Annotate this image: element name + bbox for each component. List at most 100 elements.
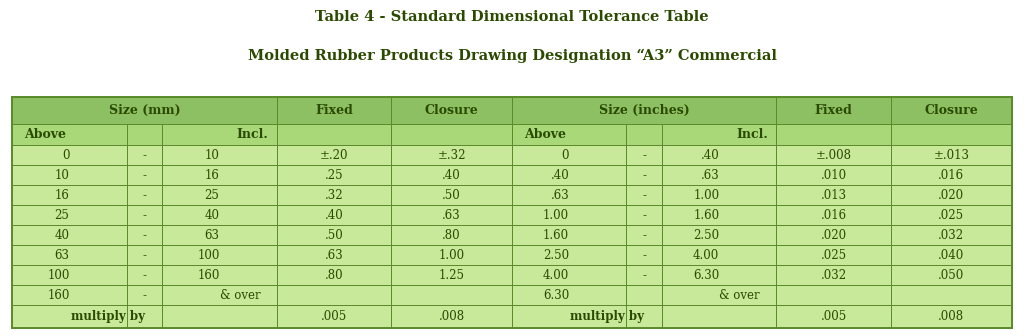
Text: ±.013: ±.013 [933,149,970,162]
Text: ±.008: ±.008 [816,149,852,162]
Bar [12,305,276,328]
Bar [891,225,1012,245]
Bar [512,145,627,165]
Bar [891,97,1012,124]
Bar [276,245,391,265]
Bar [127,225,163,245]
Bar [163,205,276,225]
Bar [627,265,663,285]
Text: 0: 0 [62,149,70,162]
Bar [276,265,391,285]
Bar [391,285,512,305]
Text: .020: .020 [820,229,847,242]
Bar [12,285,127,305]
Text: 16: 16 [205,169,219,182]
Text: .008: .008 [438,310,465,323]
Text: 0: 0 [562,149,569,162]
Bar [891,124,1012,145]
Text: .032: .032 [938,229,965,242]
Text: -: - [642,249,646,262]
Text: .050: .050 [938,269,965,282]
Text: 6.30: 6.30 [543,289,569,302]
Text: .025: .025 [820,249,847,262]
Text: .020: .020 [938,189,965,202]
Text: 25: 25 [205,189,219,202]
Text: -: - [142,209,146,222]
Text: Table 4 - Standard Dimensional Tolerance Table: Table 4 - Standard Dimensional Tolerance… [315,10,709,24]
Bar [12,165,127,185]
Bar [391,97,512,124]
Text: .63: .63 [551,189,569,202]
Text: .016: .016 [938,169,965,182]
Bar [776,97,891,124]
Bar [776,165,891,185]
Bar [891,145,1012,165]
Bar [627,285,663,305]
Bar [163,265,276,285]
Bar [512,225,627,245]
Bar [276,124,391,145]
Bar [663,205,776,225]
Text: .010: .010 [820,169,847,182]
Bar [776,225,891,245]
Text: Incl.: Incl. [237,128,268,141]
Bar [627,165,663,185]
Text: .80: .80 [442,229,461,242]
Bar [391,245,512,265]
Text: 6.30: 6.30 [693,269,719,282]
Bar [512,245,627,265]
Bar [512,205,627,225]
Bar [127,285,163,305]
Bar [276,185,391,205]
Bar [663,245,776,265]
Text: .025: .025 [938,209,965,222]
Text: .25: .25 [325,169,343,182]
Bar [12,145,127,165]
Text: .32: .32 [325,189,343,202]
Text: .013: .013 [820,189,847,202]
Bar [663,265,776,285]
Text: -: - [142,289,146,302]
Text: .40: .40 [325,209,343,222]
Bar [891,265,1012,285]
Text: -: - [142,149,146,162]
Bar [391,205,512,225]
Text: .40: .40 [700,149,719,162]
Text: .040: .040 [938,249,965,262]
Text: 63: 63 [205,229,219,242]
Bar [627,205,663,225]
Bar [891,205,1012,225]
Text: -: - [642,269,646,282]
Text: -: - [142,229,146,242]
Text: -: - [642,149,646,162]
Text: -: - [142,269,146,282]
Text: 63: 63 [54,249,70,262]
Bar [12,124,276,145]
Text: .032: .032 [820,269,847,282]
Bar [627,225,663,245]
Bar [12,205,127,225]
Bar [163,225,276,245]
Bar [891,285,1012,305]
Text: Molded Rubber Products Drawing Designation “A3” Commercial: Molded Rubber Products Drawing Designati… [248,49,776,63]
Bar [12,225,127,245]
Bar [163,185,276,205]
Text: .40: .40 [442,169,461,182]
Text: 16: 16 [54,189,70,202]
Bar [276,165,391,185]
Text: 2.50: 2.50 [543,249,569,262]
Bar [276,305,391,328]
Text: .63: .63 [700,169,719,182]
Bar [12,185,127,205]
Text: .50: .50 [325,229,343,242]
Bar [127,165,163,185]
Bar [276,225,391,245]
Bar [12,265,127,285]
Bar [776,285,891,305]
Bar [276,97,391,124]
Text: .50: .50 [442,189,461,202]
Bar [776,305,891,328]
Bar [776,265,891,285]
Text: 4.00: 4.00 [543,269,569,282]
Text: Size (mm): Size (mm) [109,104,180,117]
